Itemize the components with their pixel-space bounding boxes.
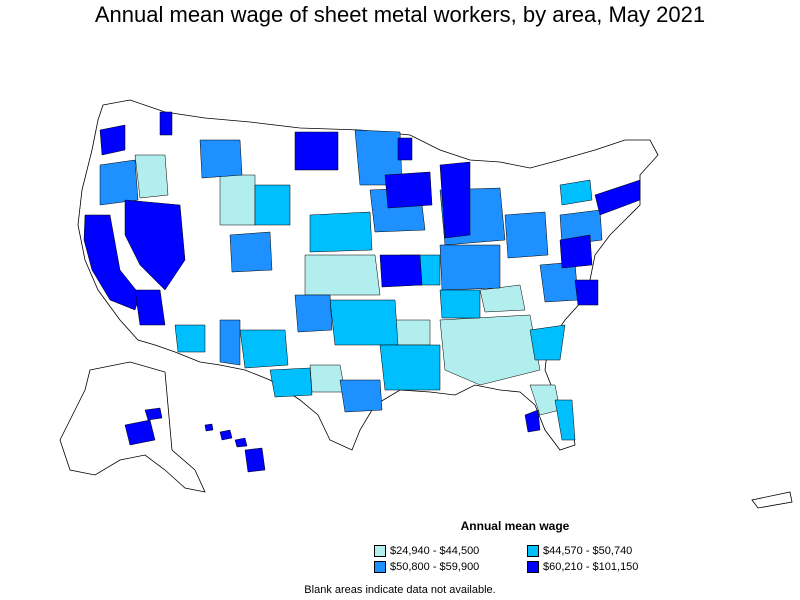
regions-low [134, 154, 561, 416]
legend-heading: Annual mean wage [460, 519, 570, 533]
legend-item-medium: $44,570 - $50,740 [527, 545, 632, 557]
regions-medium [174, 179, 593, 441]
legend-swatch-high [374, 561, 386, 573]
footnote: Blank areas indicate data not available. [304, 584, 496, 596]
legend-label-high: $50,800 - $59,900 [390, 561, 480, 573]
map-title: Annual mean wage of sheet metal workers,… [94, 2, 706, 27]
legend-swatch-low [374, 545, 386, 557]
legend-item-highest: $60,210 - $101,150 [527, 561, 638, 573]
legend-swatch-highest [527, 561, 539, 573]
legend-item-high: $50,800 - $59,900 [374, 561, 479, 573]
legend-label-medium: $44,570 - $50,740 [543, 545, 633, 557]
legend-label-low: $24,940 - $44,500 [390, 545, 480, 557]
puerto-rico [751, 491, 793, 509]
legend-swatch-medium [527, 545, 539, 557]
hawaii [204, 423, 266, 473]
regions-highest [83, 111, 641, 433]
legend-label-highest: $60,210 - $101,150 [543, 561, 639, 573]
legend-item-low: $24,940 - $44,500 [374, 545, 479, 557]
